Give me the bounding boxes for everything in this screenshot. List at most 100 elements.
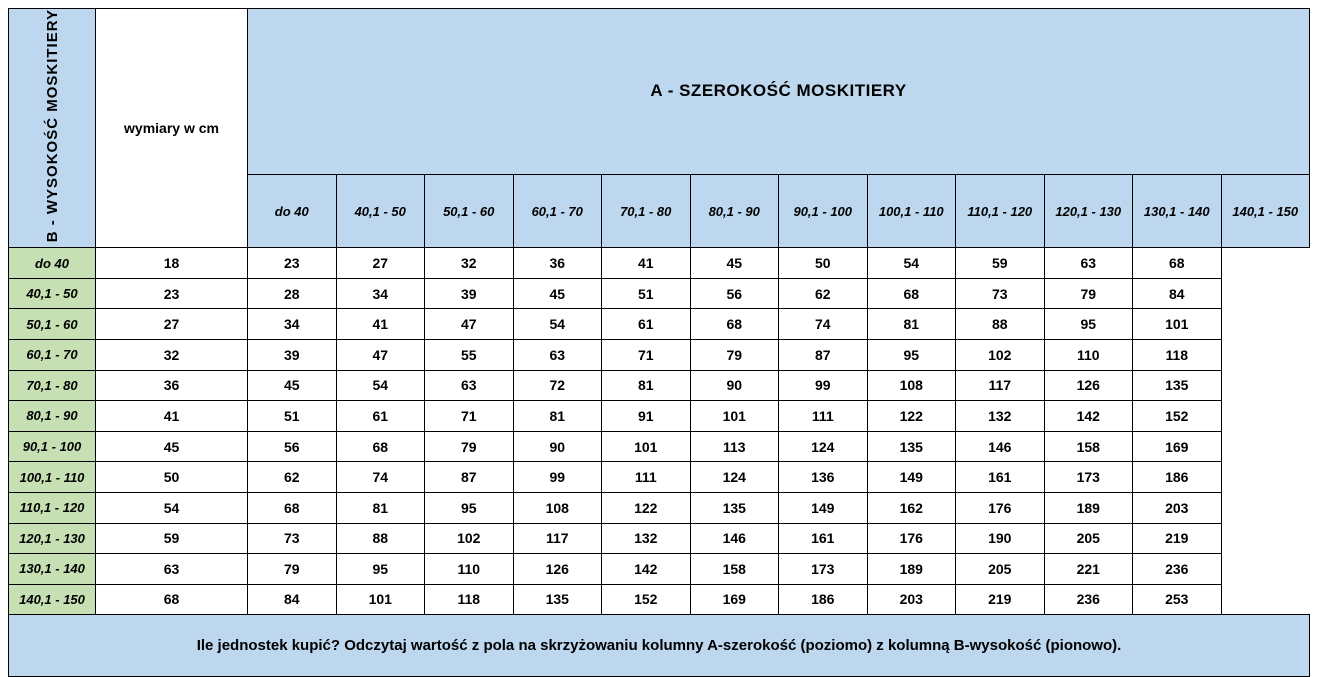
- value-cell: 189: [866, 553, 956, 585]
- value-cell: 56: [689, 277, 779, 310]
- value-cell: 74: [778, 308, 868, 341]
- row-header: 40,1 - 50: [8, 277, 96, 310]
- value-cell: 110: [1043, 339, 1133, 371]
- table-row: 120,1 - 130 59 73 88 102 117 132 146 161 176 190 20…: [8, 522, 1310, 555]
- table-row: 90,1 - 100 45 56 68 79 90 101 113 124 135 146 158 16…: [8, 430, 1310, 463]
- value-cell: 176: [866, 522, 956, 555]
- value-cell: 111: [601, 461, 691, 493]
- table-row: do 40 18 23 27 32 36 41 45 50 54 59 63 68: [8, 247, 1310, 279]
- value-cell: 81: [335, 491, 425, 524]
- value-cell: 135: [1132, 369, 1222, 402]
- value-cell: 236: [1132, 553, 1222, 585]
- value-cell: 122: [601, 491, 691, 524]
- value-cell: 113: [689, 430, 779, 463]
- value-cell: 101: [335, 583, 425, 616]
- value-cell: 68: [335, 430, 425, 463]
- column-header: 80,1 - 90: [689, 173, 779, 249]
- value-cell: 203: [1132, 491, 1222, 524]
- value-cell: 23: [95, 277, 248, 310]
- value-cell: 63: [424, 369, 514, 402]
- value-cell: 18: [95, 247, 248, 279]
- value-cell: 99: [512, 461, 602, 493]
- value-cell: 135: [512, 583, 602, 616]
- value-cell: 162: [866, 491, 956, 524]
- value-cell: 71: [424, 400, 514, 432]
- value-cell: 72: [512, 369, 602, 402]
- row-header: 70,1 - 80: [8, 369, 96, 402]
- value-cell: 62: [778, 277, 868, 310]
- value-cell: 54: [512, 308, 602, 341]
- value-cell: 79: [1043, 277, 1133, 310]
- value-cell: 152: [601, 583, 691, 616]
- value-cell: 36: [512, 247, 602, 279]
- value-cell: 51: [601, 277, 691, 310]
- value-cell: 45: [95, 430, 248, 463]
- value-cell: 50: [95, 461, 248, 493]
- corner-cell: wymiary w cm: [95, 7, 248, 249]
- value-cell: 176: [955, 491, 1045, 524]
- row-header: 110,1 - 120: [8, 491, 96, 524]
- value-cell: 45: [512, 277, 602, 310]
- value-cell: 186: [778, 583, 868, 616]
- row-axis-title: B - WYSOKOŚĆ MOSKITIERY: [43, 9, 61, 243]
- header-row-title: B - WYSOKOŚĆ MOSKITIERY wymiary w cm A -…: [8, 7, 1310, 249]
- value-cell: 186: [1132, 461, 1222, 493]
- value-cell: 95: [866, 339, 956, 371]
- value-cell: 68: [866, 277, 956, 310]
- value-cell: 71: [601, 339, 691, 371]
- table-row: 140,1 - 150 68 84 101 118 135 152 169 186 203 219 2…: [8, 583, 1310, 616]
- value-cell: 41: [335, 308, 425, 341]
- column-header: 70,1 - 80: [601, 173, 691, 249]
- value-cell: 101: [1132, 308, 1222, 341]
- column-header: 50,1 - 60: [424, 173, 514, 249]
- footnote-row: Ile jednostek kupić? Odczytaj wartość z …: [8, 614, 1310, 677]
- value-cell: 102: [424, 522, 514, 555]
- row-header: 130,1 - 140: [8, 553, 96, 585]
- value-cell: 88: [955, 308, 1045, 341]
- value-cell: 36: [95, 369, 248, 402]
- value-cell: 56: [247, 430, 337, 463]
- value-cell: 61: [601, 308, 691, 341]
- value-cell: 169: [689, 583, 779, 616]
- value-cell: 73: [247, 522, 337, 555]
- row-header: 50,1 - 60: [8, 308, 96, 341]
- value-cell: 142: [601, 553, 691, 585]
- value-cell: 118: [1132, 339, 1222, 371]
- value-cell: 45: [689, 247, 779, 279]
- value-cell: 28: [247, 277, 337, 310]
- value-cell: 84: [247, 583, 337, 616]
- value-cell: 63: [512, 339, 602, 371]
- column-header: 120,1 - 130: [1043, 173, 1133, 249]
- value-cell: 79: [689, 339, 779, 371]
- table-row: 60,1 - 70 32 39 47 55 63 71 79 87 95 102 110 118: [8, 339, 1310, 371]
- column-header-row: do 40 40,1 - 50 50,1 - 60 60,1 - 70 70,1 - 8…: [9, 173, 1310, 249]
- value-cell: 236: [1043, 583, 1133, 616]
- value-cell: 95: [424, 491, 514, 524]
- value-cell: 68: [689, 308, 779, 341]
- column-header: 100,1 - 110: [866, 173, 956, 249]
- value-cell: 118: [424, 583, 514, 616]
- table-row: 80,1 - 90 41 51 61 71 81 91 101 111 122 132 142 152: [8, 400, 1310, 432]
- value-cell: 87: [778, 339, 868, 371]
- mosquito-net-size-table: B - WYSOKOŚĆ MOSKITIERY wymiary w cm A -…: [8, 7, 1310, 677]
- value-cell: 122: [866, 400, 956, 432]
- value-cell: 173: [778, 553, 868, 585]
- value-cell: 158: [689, 553, 779, 585]
- table-row: 50,1 - 60 27 34 41 47 54 61 68 74 81 88 95 101: [8, 308, 1310, 341]
- value-cell: 221: [1043, 553, 1133, 585]
- column-header: 40,1 - 50: [335, 173, 425, 249]
- value-cell: 161: [955, 461, 1045, 493]
- value-cell: 102: [955, 339, 1045, 371]
- value-cell: 190: [955, 522, 1045, 555]
- size-chart-page: B - WYSOKOŚĆ MOSKITIERY wymiary w cm A -…: [8, 7, 1310, 677]
- value-cell: 158: [1043, 430, 1133, 463]
- value-cell: 59: [955, 247, 1045, 279]
- value-cell: 32: [424, 247, 514, 279]
- value-cell: 45: [247, 369, 337, 402]
- value-cell: 54: [95, 491, 248, 524]
- value-cell: 90: [512, 430, 602, 463]
- table-row: 110,1 - 120 54 68 81 95 108 122 135 149 162 176 189…: [8, 491, 1310, 524]
- table-row: 40,1 - 50 23 28 34 39 45 51 56 62 68 73 79 84: [8, 277, 1310, 310]
- value-cell: 253: [1132, 583, 1222, 616]
- value-cell: 135: [689, 491, 779, 524]
